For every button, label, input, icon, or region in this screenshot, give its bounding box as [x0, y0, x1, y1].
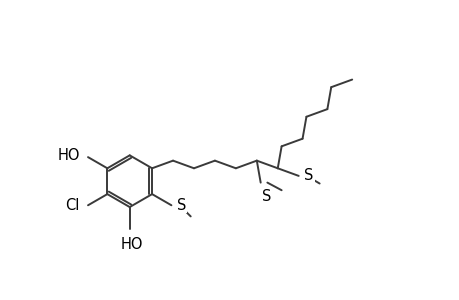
Text: HO: HO — [120, 237, 143, 252]
Text: S: S — [261, 189, 270, 204]
Text: Cl: Cl — [65, 198, 79, 213]
Text: HO: HO — [57, 148, 80, 163]
Text: S: S — [304, 167, 313, 182]
Text: S: S — [177, 198, 186, 213]
